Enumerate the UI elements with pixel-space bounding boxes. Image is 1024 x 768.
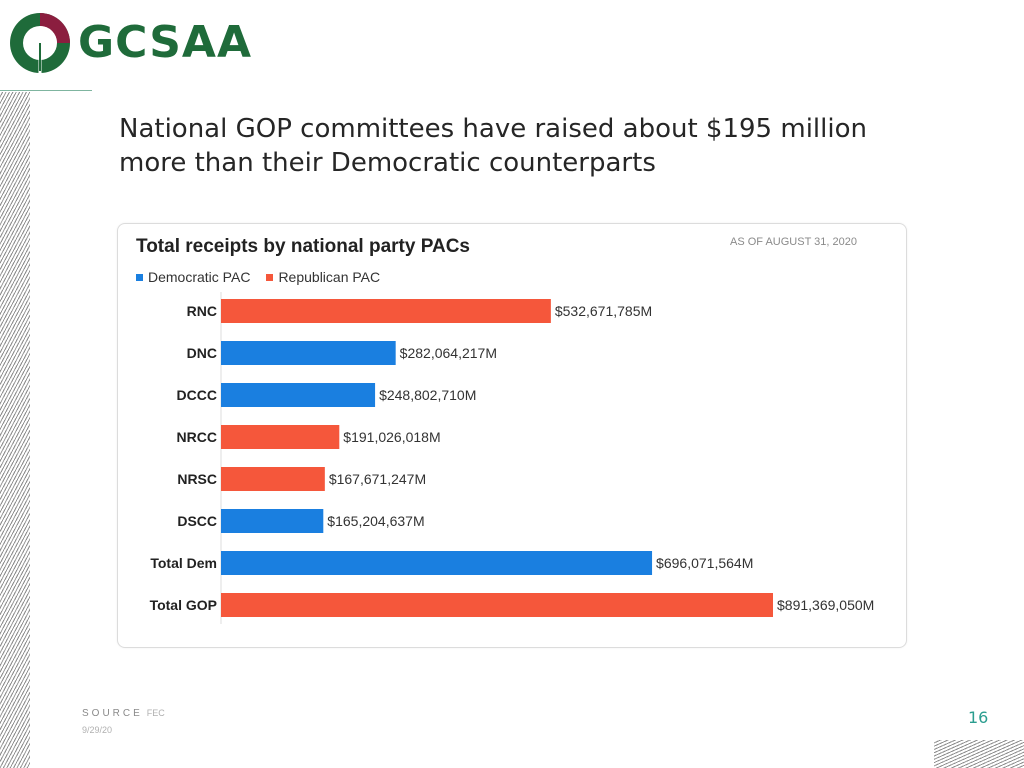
category-label: NRSC: [177, 471, 217, 487]
bar-dscc: [221, 509, 324, 533]
source-label: SOURCE: [82, 708, 143, 719]
bar-nrsc: [221, 467, 325, 491]
data-label: $891,369,050M: [777, 597, 874, 613]
legend-swatch-republican: [266, 273, 274, 281]
bar-rnc: [221, 299, 551, 323]
data-label: $532,671,785M: [555, 303, 652, 319]
source-value: FEC: [146, 708, 165, 718]
chart-title: Total receipts by national party PACs: [136, 236, 470, 257]
category-label: Total Dem: [150, 555, 217, 571]
bar-nrcc: [221, 425, 340, 449]
chart-card: Total receipts by national party PACs AS…: [117, 223, 907, 648]
as-of-date: AS OF AUGUST 31, 2020: [730, 236, 857, 248]
category-label: RNC: [187, 303, 217, 319]
data-label: $248,802,710M: [379, 387, 476, 403]
bar-total-dem: [221, 551, 653, 575]
left-hatch-decoration: [0, 92, 30, 768]
data-label: $167,671,247M: [329, 471, 426, 487]
bar-dnc: [221, 341, 396, 365]
page-headline: National GOP committees have raised abou…: [119, 114, 867, 178]
page-number: 16: [968, 708, 989, 727]
logo-text: GCSAA: [78, 17, 253, 68]
bar-dccc: [221, 383, 376, 407]
data-label: $165,204,637M: [327, 513, 424, 529]
source-note: SOURCE FEC 9/29/20: [82, 703, 165, 735]
bar-chart: RNC $532,671,785M DNC $282,064,217M DCCC $248…: [150, 292, 874, 624]
legend-label-republican: Republican PAC: [278, 269, 381, 285]
category-label: NRCC: [177, 429, 217, 445]
category-label: Total GOP: [150, 597, 217, 613]
category-label: DSCC: [177, 513, 217, 529]
category-label: DNC: [187, 345, 217, 361]
category-label: DCCC: [177, 387, 217, 403]
corner-hatch-decoration: [934, 740, 1024, 768]
legend-item-democratic: Democratic PAC: [136, 269, 250, 285]
gcsaa-logo: GCSAA: [8, 12, 253, 75]
legend-label-democratic: Democratic PAC: [148, 269, 251, 285]
data-label: $191,026,018M: [343, 429, 440, 445]
source-date: 9/29/20: [82, 725, 113, 735]
logo-mark-icon: [10, 13, 70, 75]
chart-legend: Democratic PAC Republican PAC: [136, 269, 380, 285]
data-label: $696,071,564M: [656, 555, 753, 571]
bar-total-gop: [221, 593, 773, 617]
legend-swatch-democratic: [136, 273, 143, 281]
header-rule: [0, 90, 92, 91]
data-label: $282,064,217M: [400, 345, 497, 361]
legend-item-republican: Republican PAC: [266, 269, 380, 285]
